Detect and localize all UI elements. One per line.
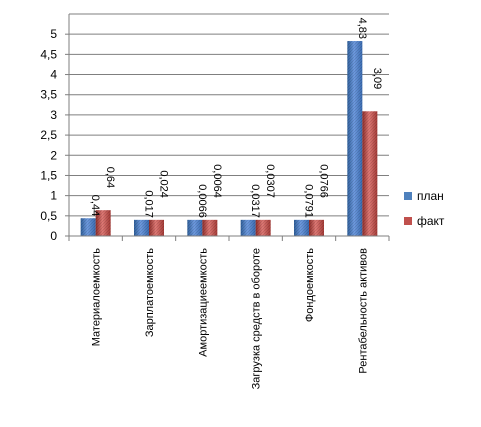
y-tick-labels: 0 0,5 1 1,5 2 2,5 3 3,5 4 4,5 5 — [40, 27, 57, 243]
legend: план факт — [404, 189, 445, 228]
bars — [80, 41, 378, 236]
y-tick-label: 1 — [50, 189, 57, 203]
bar-texture — [240, 219, 256, 236]
bar-texture — [149, 219, 164, 236]
legend-label: факт — [417, 214, 445, 228]
data-label: 3,09 — [371, 68, 383, 89]
y-tick-label: 3 — [50, 108, 57, 122]
bar-texture — [202, 219, 218, 236]
category-labels: Материалоемкость Зарплатоемкость Амортизац… — [91, 248, 370, 390]
data-label: 0,0317 — [249, 184, 261, 218]
bar-texture — [80, 218, 96, 236]
y-tick-label: 0 — [50, 229, 57, 243]
data-label: 0,0064 — [211, 164, 223, 198]
category-label: Зарплатоемкость — [144, 248, 156, 337]
bar-texture — [255, 219, 271, 236]
bar-texture — [95, 210, 111, 236]
bar-texture — [362, 111, 378, 236]
category-label: Рентабельность активов — [357, 248, 369, 374]
category-label: Загрузка средств в обороте — [251, 248, 263, 389]
bar-texture — [309, 219, 324, 236]
data-label: 0,0307 — [264, 164, 276, 198]
axes — [65, 14, 390, 241]
category-label: Материалоемкость — [91, 248, 103, 347]
y-tick-label: 2 — [50, 148, 57, 162]
data-label: 0,024 — [158, 170, 170, 198]
legend-label: план — [417, 189, 444, 203]
y-tick-label: 1,5 — [40, 168, 57, 182]
y-tick-label: 5 — [50, 27, 57, 41]
y-tick-label: 3,5 — [40, 88, 57, 102]
data-label: 0,017 — [143, 190, 155, 218]
y-tick-label: 4,5 — [40, 47, 57, 61]
legend-swatch-fact — [404, 217, 412, 225]
bar-texture — [347, 41, 363, 236]
data-label: 0,0066 — [196, 184, 208, 218]
bar-texture — [294, 219, 309, 236]
bar-texture — [134, 219, 149, 236]
data-label: 0,0791 — [303, 184, 315, 218]
data-label: 4,83 — [356, 18, 368, 39]
y-tick-label: 4 — [50, 68, 57, 82]
data-label: 0,0766 — [318, 164, 330, 198]
bar-texture — [187, 219, 203, 236]
gridlines — [69, 13, 389, 237]
y-tick-label: 2,5 — [40, 128, 57, 142]
data-label: 0,44 — [89, 195, 101, 216]
category-label: Фондоемкость — [304, 248, 316, 322]
legend-swatch-plan — [404, 192, 412, 200]
category-label: Амортизациеемкость — [197, 248, 209, 357]
y-tick-label: 0,5 — [40, 209, 57, 223]
data-label: 0,64 — [104, 167, 116, 188]
